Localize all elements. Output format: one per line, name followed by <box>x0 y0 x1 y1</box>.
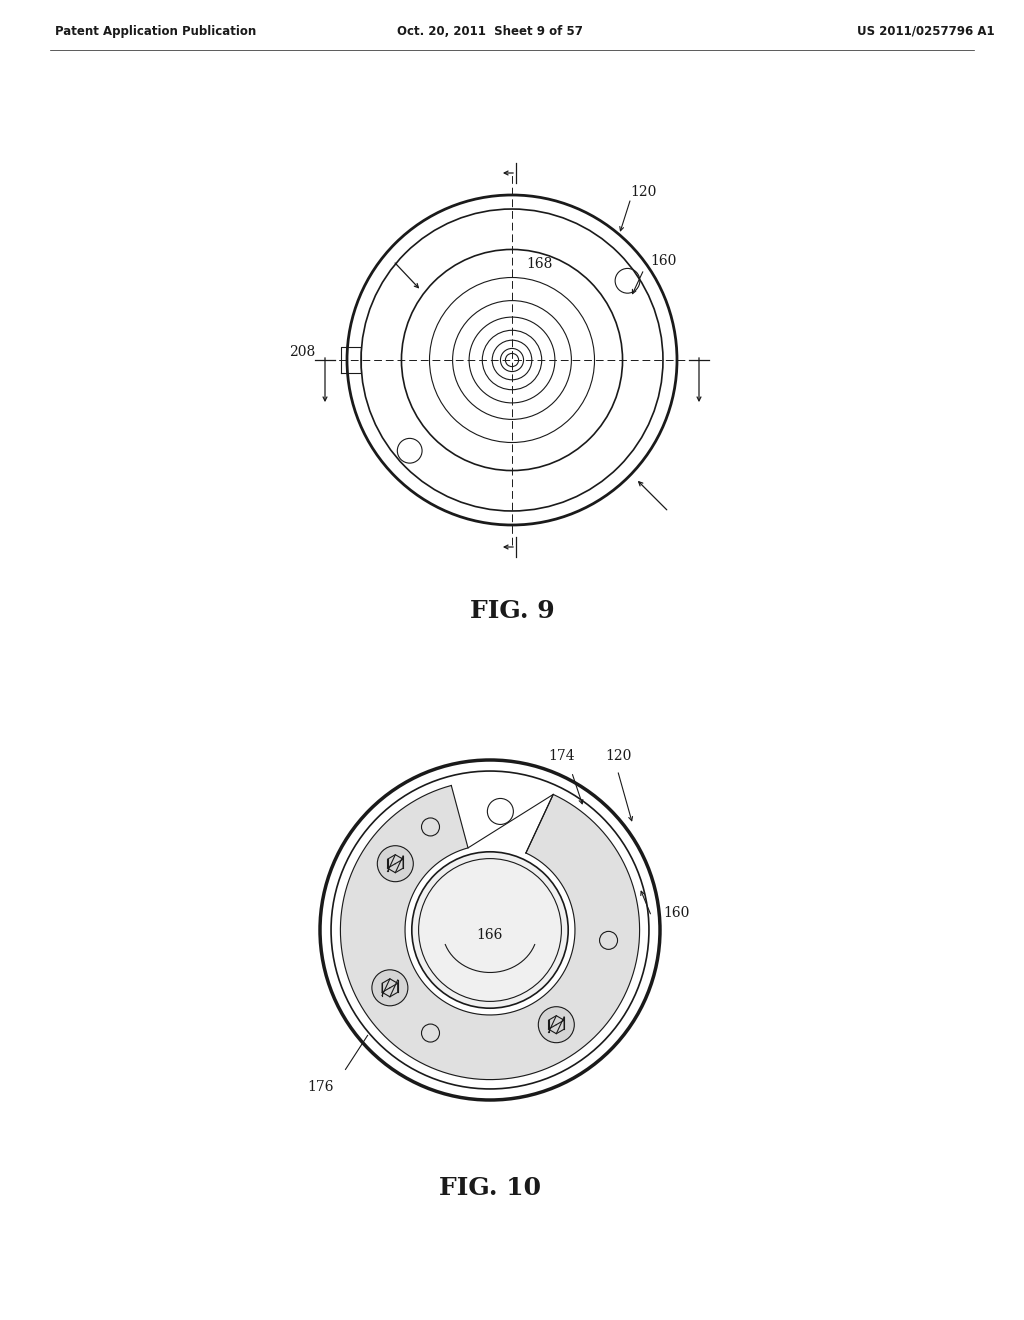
Text: Oct. 20, 2011  Sheet 9 of 57: Oct. 20, 2011 Sheet 9 of 57 <box>397 25 583 38</box>
Text: 168: 168 <box>526 257 552 272</box>
Circle shape <box>377 846 414 882</box>
Text: 174: 174 <box>548 750 574 763</box>
Polygon shape <box>340 785 640 1080</box>
Text: FIG. 10: FIG. 10 <box>439 1176 541 1200</box>
Text: 120: 120 <box>631 185 657 199</box>
Text: FIG. 9: FIG. 9 <box>470 599 554 623</box>
Circle shape <box>539 1007 574 1043</box>
Text: 166: 166 <box>477 928 503 942</box>
Text: 160: 160 <box>650 253 677 268</box>
Circle shape <box>412 851 568 1008</box>
Text: 120: 120 <box>605 750 632 763</box>
Circle shape <box>372 970 408 1006</box>
Text: 160: 160 <box>664 906 690 920</box>
Text: 176: 176 <box>307 1080 334 1093</box>
Text: 208: 208 <box>289 345 315 359</box>
Text: US 2011/0257796 A1: US 2011/0257796 A1 <box>857 25 995 38</box>
Text: Patent Application Publication: Patent Application Publication <box>55 25 256 38</box>
